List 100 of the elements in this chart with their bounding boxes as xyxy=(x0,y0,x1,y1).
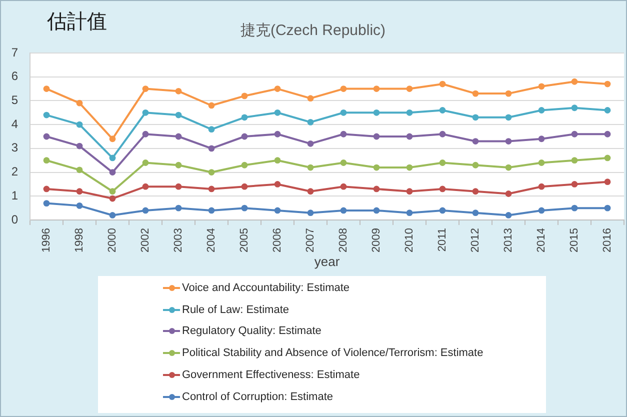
point xyxy=(604,80,611,88)
x-tick-label: 2009 xyxy=(370,228,383,252)
point xyxy=(175,88,182,94)
point xyxy=(208,102,215,109)
point xyxy=(109,212,116,218)
point xyxy=(439,160,446,166)
y-tick-label: 1 xyxy=(11,188,18,202)
point xyxy=(142,160,149,166)
point xyxy=(604,130,611,138)
point xyxy=(439,80,446,88)
point xyxy=(472,90,479,97)
point xyxy=(571,181,578,188)
point xyxy=(472,114,479,121)
point xyxy=(109,169,116,176)
point xyxy=(241,92,248,100)
point xyxy=(76,100,83,106)
x-tick-label: 2013 xyxy=(502,228,515,252)
point xyxy=(439,207,446,214)
point xyxy=(538,207,545,214)
point xyxy=(373,164,380,171)
point xyxy=(406,133,413,140)
chart-title: 捷克(Czech Republic) xyxy=(240,22,386,40)
point xyxy=(208,186,215,192)
point xyxy=(340,207,347,214)
x-tick-label: 2002 xyxy=(140,228,152,252)
point xyxy=(241,133,248,140)
point xyxy=(505,164,512,171)
legend-label: Political Stability and Absence of Violence/Terrorism: Estimate xyxy=(182,347,484,360)
y-tick-label: 3 xyxy=(11,140,18,155)
point xyxy=(373,86,380,92)
point xyxy=(175,183,182,190)
point xyxy=(505,138,512,144)
point xyxy=(241,204,248,212)
x-axis-title: year xyxy=(314,254,340,269)
point xyxy=(406,188,413,195)
legend-label: Voice and Accountability: Estimate xyxy=(182,282,350,294)
point xyxy=(604,154,611,162)
point xyxy=(505,90,512,97)
point xyxy=(505,114,512,121)
point xyxy=(241,114,248,121)
x-tick-label: 2006 xyxy=(272,228,284,252)
point xyxy=(505,212,512,218)
point xyxy=(76,166,83,174)
point xyxy=(538,136,545,142)
point xyxy=(76,202,83,209)
x-tick-label: 2005 xyxy=(238,228,251,252)
point xyxy=(406,86,413,92)
point xyxy=(373,207,380,214)
point xyxy=(538,183,545,190)
point xyxy=(43,157,50,164)
point xyxy=(43,112,50,118)
x-tick-label: 2007 xyxy=(304,228,317,252)
point xyxy=(571,157,578,164)
x-tick-label: 2003 xyxy=(172,228,185,252)
point xyxy=(109,188,116,195)
x-tick-label: 2008 xyxy=(338,228,350,252)
x-tick-label: 1996 xyxy=(40,228,53,252)
point xyxy=(274,86,281,92)
point xyxy=(307,188,314,195)
point xyxy=(175,112,182,118)
point xyxy=(142,207,149,214)
point xyxy=(604,204,611,212)
point xyxy=(142,86,149,92)
point xyxy=(538,83,545,90)
point xyxy=(604,107,611,114)
x-tick-label: 1998 xyxy=(74,228,86,252)
point xyxy=(274,207,281,214)
point xyxy=(307,118,314,126)
y-tick-label: 7 xyxy=(11,45,18,60)
point xyxy=(175,204,182,212)
x-tick-label: 2011 xyxy=(436,228,449,252)
y-tick-label: 0 xyxy=(11,212,18,226)
point xyxy=(175,162,182,168)
point xyxy=(76,188,83,195)
legend-label: Regulatory Quality: Estimate xyxy=(182,325,322,338)
y-tick-label: 5 xyxy=(11,93,18,108)
point xyxy=(340,86,347,92)
point xyxy=(538,160,545,166)
point xyxy=(439,130,446,138)
point xyxy=(109,136,116,142)
point xyxy=(604,178,611,186)
point xyxy=(76,142,83,150)
point xyxy=(340,130,347,138)
point xyxy=(76,121,83,128)
point xyxy=(373,109,380,116)
point xyxy=(208,169,215,176)
x-tick-label: 2010 xyxy=(404,228,416,252)
point xyxy=(472,210,479,216)
point xyxy=(571,204,578,212)
legend-label: Control of Corruption: Estimate xyxy=(182,390,334,403)
point xyxy=(340,183,347,190)
point xyxy=(307,95,314,102)
point xyxy=(505,190,512,197)
point xyxy=(472,188,479,195)
point xyxy=(472,138,479,144)
y-axis-title: 估計值 xyxy=(47,9,107,33)
point xyxy=(439,107,446,114)
point xyxy=(274,181,281,188)
point xyxy=(43,133,50,140)
y-tick-label: 2 xyxy=(11,164,18,179)
